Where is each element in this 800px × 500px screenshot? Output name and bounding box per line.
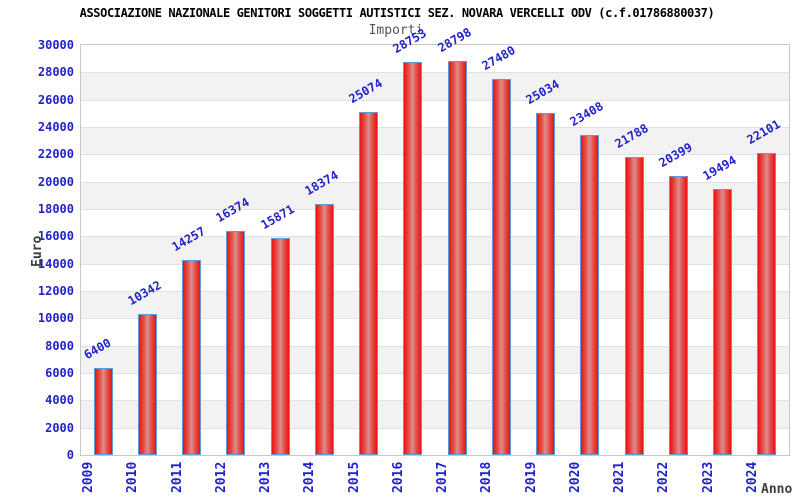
x-tick-label: 2010 — [125, 462, 141, 494]
x-tick-label: 2018 — [479, 462, 495, 494]
x-axis-title: Anno — [761, 482, 793, 497]
x-tick-label: 2014 — [302, 462, 318, 494]
y-tick-label: 10000 — [37, 311, 74, 326]
bar-2011 — [182, 260, 202, 455]
y-tick-label: 22000 — [37, 147, 74, 162]
gridline — [81, 400, 789, 402]
y-tick-label: 12000 — [37, 284, 74, 298]
gridline — [81, 291, 789, 292]
x-tick-label: 2020 — [567, 462, 583, 494]
bar-2024 — [757, 152, 777, 455]
y-tick-label: 16000 — [37, 229, 74, 244]
bar-2014 — [314, 203, 334, 455]
bar-2015 — [359, 112, 379, 455]
y-tick-label: 6000 — [45, 366, 74, 380]
gridline — [81, 345, 789, 347]
y-axis-title: Euro — [30, 235, 45, 267]
x-tick-label: 2013 — [258, 462, 274, 494]
plot-area — [80, 44, 790, 456]
gridline — [81, 263, 789, 265]
gridline — [81, 427, 789, 429]
gridline — [81, 127, 789, 128]
bar-2016 — [403, 62, 423, 455]
x-tick-label: 2024 — [744, 462, 760, 494]
bar-2018 — [491, 79, 511, 455]
bar-2010 — [137, 313, 157, 455]
x-tick-label: 2016 — [390, 462, 406, 494]
bar-2021 — [624, 157, 644, 455]
x-tick-label: 2019 — [523, 462, 539, 494]
bar-2012 — [226, 231, 246, 455]
y-tick-label: 8000 — [45, 338, 74, 353]
x-tick-label: 2011 — [169, 462, 185, 494]
bar-2013 — [270, 238, 290, 455]
y-tick-label: 4000 — [45, 393, 74, 408]
gridline — [81, 154, 789, 156]
plot-band — [81, 127, 789, 155]
y-tick-label: 18000 — [37, 202, 74, 216]
y-tick-label: 20000 — [37, 174, 74, 189]
bar-2009 — [93, 367, 113, 455]
x-tick-label: 2012 — [213, 462, 229, 494]
plot-band — [81, 99, 789, 127]
gridline — [81, 209, 789, 210]
chart-subtitle: Importi — [368, 23, 424, 38]
x-tick-label: 2017 — [435, 462, 451, 494]
bar-2017 — [447, 61, 467, 455]
bar-2019 — [536, 112, 556, 455]
chart-title: ASSOCIAZIONE NAZIONALE GENITORI SOGGETTI… — [79, 6, 715, 20]
gridline — [81, 72, 789, 74]
gridline — [81, 236, 789, 238]
y-tick-label: 28000 — [37, 65, 74, 80]
gridline — [81, 373, 789, 374]
bar-2023 — [713, 188, 733, 455]
x-tick-label: 2021 — [612, 462, 628, 494]
x-tick-label: 2023 — [700, 462, 716, 494]
bar-2022 — [668, 176, 688, 455]
y-tick-label: 30000 — [37, 38, 74, 52]
plot-band — [81, 72, 789, 100]
y-tick-label: 26000 — [37, 92, 74, 107]
gridline — [81, 318, 789, 320]
x-tick-label: 2009 — [81, 462, 97, 494]
y-tick-label: 2000 — [45, 420, 74, 435]
y-tick-label: 14000 — [37, 256, 74, 271]
x-tick-label: 2015 — [346, 462, 362, 494]
y-tick-label: 0 — [66, 448, 74, 462]
bar-2020 — [580, 135, 600, 455]
x-tick-label: 2022 — [656, 462, 672, 494]
y-tick-label: 24000 — [37, 120, 74, 134]
plot-band — [81, 45, 789, 73]
gridline — [81, 181, 789, 183]
gridline — [81, 99, 789, 101]
